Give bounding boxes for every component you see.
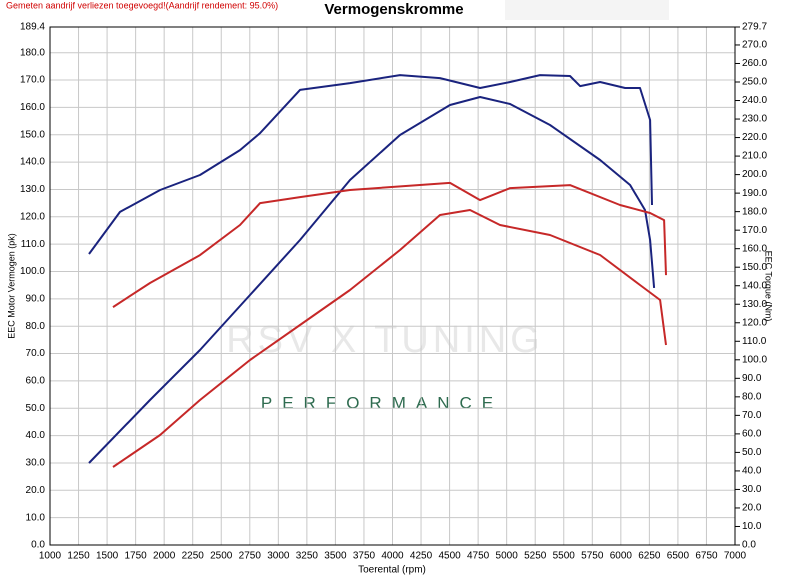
y-tick-label: 0.0 [31,540,45,551]
y2-tick-label: 270.0 [742,40,767,51]
y2-tick-label: 220.0 [742,132,767,143]
y2-tick-label: 170.0 [742,225,767,236]
x-tick-label: 1250 [67,551,90,562]
y-tick-label: 180.0 [20,47,45,58]
y-tick-label: 70.0 [26,348,46,359]
y2-tick-label: 120.0 [742,317,767,328]
y-tick-label: 100.0 [20,266,45,277]
line [88,96,656,464]
y2-tick-label: 250.0 [742,77,767,88]
y-tick-label: 150.0 [20,129,45,140]
x-tick-label: 5750 [581,551,604,562]
y2-tick-label: 10.0 [742,521,762,532]
y2-tick-label: 30.0 [742,484,762,495]
y2-tick-label: 160.0 [742,243,767,254]
y2-tick-label: 20.0 [742,503,762,514]
watermark: RSV X TUNING [226,319,544,361]
y2-tick-label: 90.0 [742,373,762,384]
y-tick-label: 130.0 [20,184,45,195]
y2-tick-label: 130.0 [742,299,767,310]
y2-tick-label: 100.0 [742,354,767,365]
x-tick-label: 1750 [125,551,148,562]
line [88,74,653,255]
y-tick-label: 120.0 [20,211,45,222]
y-tick-label: 30.0 [26,458,46,469]
x-axis-label: Toerental (rpm) [358,565,426,576]
y2-tick-label: 60.0 [742,429,762,440]
x-tick-label: 7000 [724,551,747,562]
y-tick-label: 60.0 [26,376,46,387]
chart-subtitle: Gemeten aandrijf verliezen toegevoegd!(A… [6,0,278,10]
y2-tick-label: 279.7 [742,22,767,33]
y-tick-label: 189.4 [20,22,45,33]
header-box [505,0,669,20]
y2-tick-label: 180.0 [742,206,767,217]
x-tick-label: 2500 [210,551,233,562]
x-tick-label: 3250 [296,551,319,562]
y-tick-label: 50.0 [26,403,46,414]
x-tick-label: 3000 [267,551,290,562]
y2-tick-label: 110.0 [742,336,767,347]
x-tick-label: 4500 [438,551,461,562]
x-tick-label: 6500 [667,551,690,562]
x-tick-label: 5000 [496,551,519,562]
x-tick-label: 4250 [410,551,433,562]
y-axis-label: EEC Motor Vermogen (pk) [6,233,16,339]
x-tick-label: 6000 [610,551,633,562]
x-tick-label: 3500 [324,551,347,562]
y2-tick-label: 80.0 [742,391,762,402]
y2-tick-label: 50.0 [742,447,762,458]
x-tick-label: 6250 [638,551,661,562]
plot-frame [49,26,736,546]
y-tick-label: 170.0 [20,75,45,86]
line [112,181,667,308]
x-tick-label: 2750 [239,551,262,562]
y2-tick-label: 260.0 [742,58,767,69]
y-tick-label: 90.0 [26,293,46,304]
x-tick-label: 3750 [353,551,376,562]
y-tick-label: 110.0 [21,239,46,250]
y2-tick-label: 0.0 [742,540,756,551]
chart-title: Vermogenskromme [324,1,463,18]
y2-tick-label: 150.0 [742,262,767,273]
watermark: PERFORMANCE [261,393,503,412]
x-tick-label: 5500 [553,551,576,562]
y2-tick-label: 70.0 [742,410,762,421]
x-tick-label: 1500 [96,551,119,562]
y2-tick-label: 210.0 [742,151,767,162]
x-tick-label: 4750 [467,551,490,562]
line [112,209,667,468]
y-tick-label: 140.0 [20,157,45,168]
x-tick-label: 6750 [695,551,718,562]
y-tick-label: 20.0 [26,485,46,496]
y-tick-label: 40.0 [26,430,46,441]
x-tick-label: 5250 [524,551,547,562]
y-tick-label: 10.0 [26,512,46,523]
y2-tick-label: 190.0 [742,188,767,199]
y2-axis-label: EEC Torque (Nm) [764,251,774,322]
y-tick-label: 160.0 [20,102,45,113]
y2-tick-label: 240.0 [742,95,767,106]
y2-tick-label: 230.0 [742,114,767,125]
x-tick-label: 2000 [153,551,176,562]
x-tick-label: 2250 [182,551,205,562]
x-tick-label: 4000 [381,551,404,562]
x-tick-label: 1000 [39,551,62,562]
y-tick-label: 80.0 [26,321,46,332]
y2-tick-label: 140.0 [742,280,767,291]
y2-tick-label: 40.0 [742,466,762,477]
y2-tick-label: 200.0 [742,169,767,180]
